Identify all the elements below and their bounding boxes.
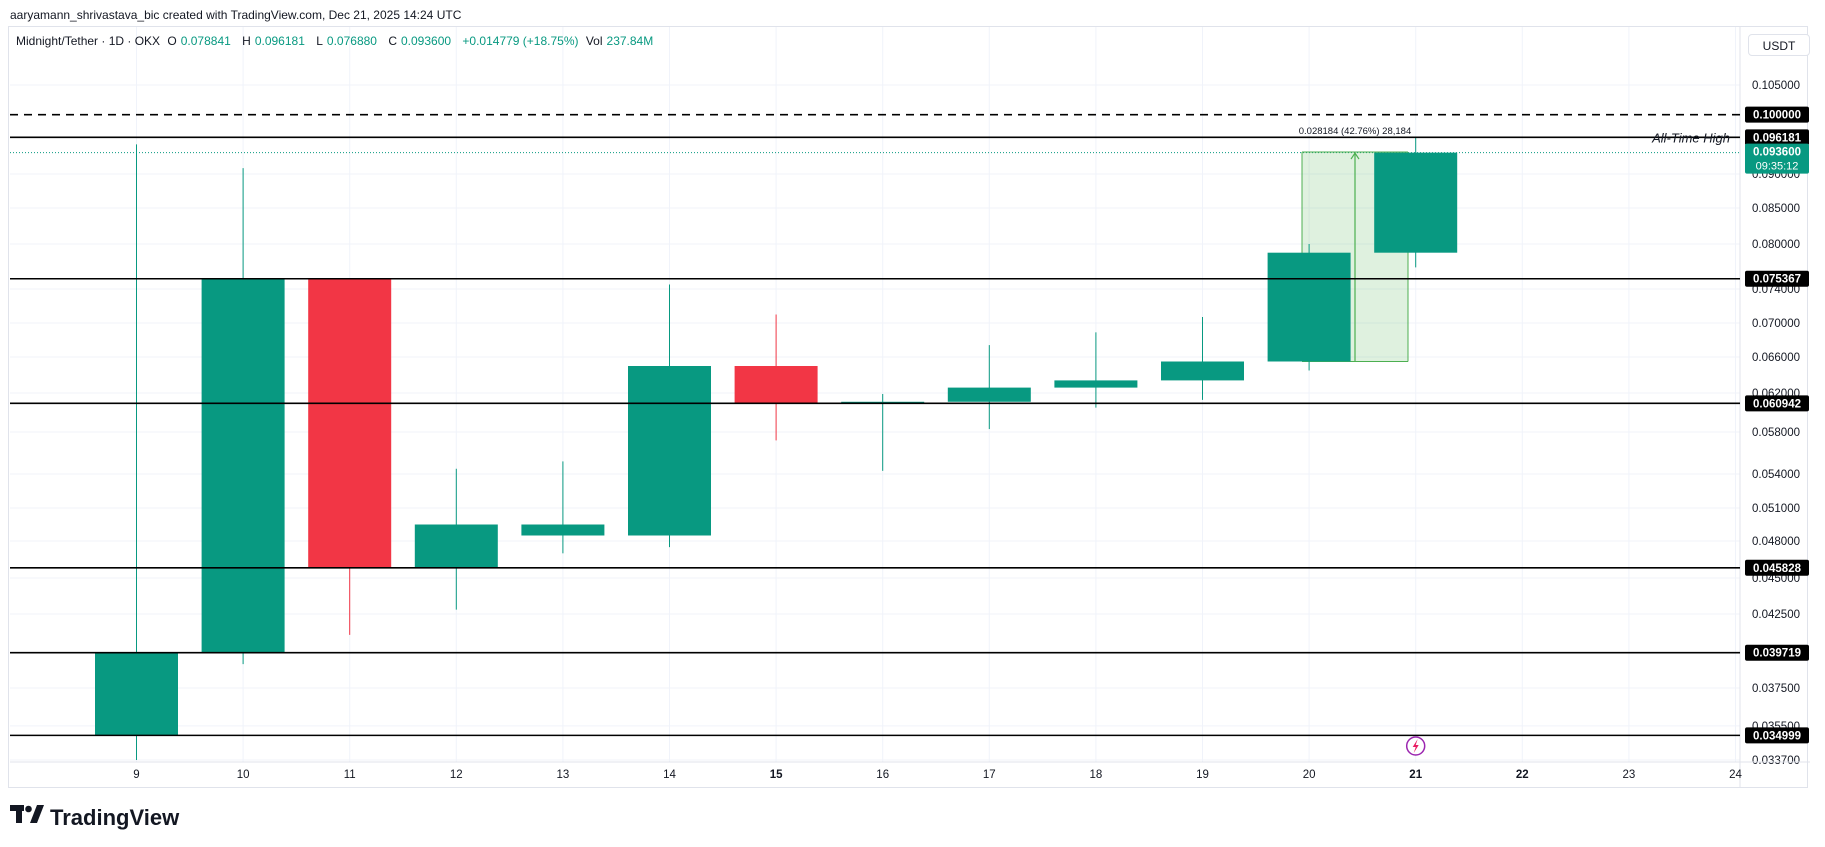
y-axis-tick-label: 0.037500 [1752, 683, 1800, 695]
level-price-label: 0.045828 [1753, 563, 1802, 575]
change-value: +0.014779 (+18.75%) [462, 34, 579, 48]
high-label: H [242, 34, 251, 48]
candle-body [521, 524, 605, 536]
y-axis-tick-label: 0.070000 [1752, 318, 1800, 330]
y-axis-tick-label: 0.045000 [1752, 573, 1800, 585]
level-price-tag [1745, 727, 1809, 744]
close-label: C [388, 34, 397, 48]
x-axis-tick-label: 19 [1196, 769, 1209, 781]
candle-body [1054, 380, 1138, 388]
x-axis-tick-label: 24 [1729, 769, 1742, 781]
level-price-tag [1745, 106, 1809, 123]
candle-body [308, 278, 392, 568]
candle-body [1161, 361, 1244, 381]
current-price-tag [1745, 143, 1809, 174]
x-axis-tick-label: 12 [450, 769, 463, 781]
x-axis-tick-label: 18 [1090, 769, 1103, 781]
level-price-label: 0.100000 [1753, 110, 1801, 122]
y-axis-tick-label: 0.042500 [1752, 609, 1800, 621]
x-axis-tick-label: 9 [133, 769, 139, 781]
level-price-label: 0.075367 [1753, 274, 1801, 286]
x-axis-tick-label: 21 [1409, 769, 1422, 781]
x-axis-tick-label: 23 [1623, 769, 1636, 781]
level-price-label: 0.034999 [1753, 730, 1801, 742]
x-axis-tick-label: 20 [1303, 769, 1316, 781]
currency-button[interactable]: USDT [1748, 34, 1810, 56]
x-axis-tick-label: 17 [983, 769, 996, 781]
close-value: 0.093600 [401, 34, 452, 48]
candle-body [947, 387, 1031, 402]
level-price-tag [1745, 395, 1809, 412]
measure-arrow-head [1350, 151, 1360, 160]
candle-body [628, 366, 711, 536]
level-price-tag [1745, 644, 1809, 661]
tradingview-logo-icon [10, 805, 44, 831]
level-price-tag [1745, 270, 1809, 287]
y-axis-tick-label: 0.105000 [1752, 80, 1800, 92]
level-price-tag [1745, 559, 1809, 576]
current-price-label: 0.093600 [1753, 147, 1801, 159]
candle-body [95, 652, 178, 736]
tradingview-brand: TradingView [50, 805, 180, 830]
symbol-name[interactable]: Midnight/Tether · 1D · OKX [16, 34, 161, 48]
candle-body [201, 278, 285, 653]
y-axis-tick-label: 0.085000 [1752, 203, 1800, 215]
y-axis-tick-label: 0.058000 [1752, 427, 1800, 439]
measure-label: 0.028184 (42.76%) 28,184 [1299, 126, 1412, 137]
level-price-label: 0.096181 [1753, 132, 1802, 144]
symbol-legend: Midnight/Tether · 1D · OKX O 0.078841 H 0.… [16, 34, 661, 48]
candle-body [1267, 252, 1351, 362]
x-axis-tick-label: 11 [344, 769, 356, 781]
open-value: 0.078841 [180, 34, 231, 48]
open-label: O [167, 34, 177, 48]
y-axis-tick-label: 0.048000 [1752, 536, 1800, 548]
x-axis-tick-label: 22 [1516, 769, 1529, 781]
y-axis-tick-label: 0.033700 [1752, 755, 1800, 767]
y-axis-tick-label: 0.051000 [1752, 503, 1800, 515]
y-axis-tick-label: 0.074000 [1752, 284, 1800, 296]
x-axis-tick-label: 14 [663, 769, 676, 781]
lightning-icon [1412, 739, 1419, 753]
countdown-label: 09:35:12 [1756, 161, 1799, 173]
volume-label: Vol [585, 34, 603, 48]
tradingview-logo[interactable]: TradingView [10, 805, 179, 831]
y-axis-tick-label: 0.066000 [1752, 352, 1800, 364]
level-price-tag [1745, 129, 1809, 146]
level-price-label: 0.060942 [1753, 398, 1801, 410]
high-value: 0.096181 [254, 34, 305, 48]
x-axis-tick-label: 13 [557, 769, 570, 781]
y-axis-tick-label: 0.080000 [1752, 239, 1800, 251]
x-axis-tick-label: 10 [237, 769, 250, 781]
x-axis-tick-label: 16 [876, 769, 889, 781]
low-value: 0.076880 [326, 34, 377, 48]
all-time-high-label: All-Time High [1651, 130, 1730, 145]
x-axis-tick-label: 15 [770, 769, 783, 781]
candle-body [734, 366, 818, 404]
low-label: L [316, 34, 323, 48]
chart-credit: aaryamann_shrivastava_bic created with T… [10, 8, 462, 22]
volume-value: 237.84M [606, 34, 654, 48]
candle-body [414, 524, 498, 568]
y-axis-tick-label: 0.054000 [1752, 469, 1800, 481]
level-price-label: 0.039719 [1753, 648, 1801, 660]
candle-body [1374, 152, 1458, 253]
